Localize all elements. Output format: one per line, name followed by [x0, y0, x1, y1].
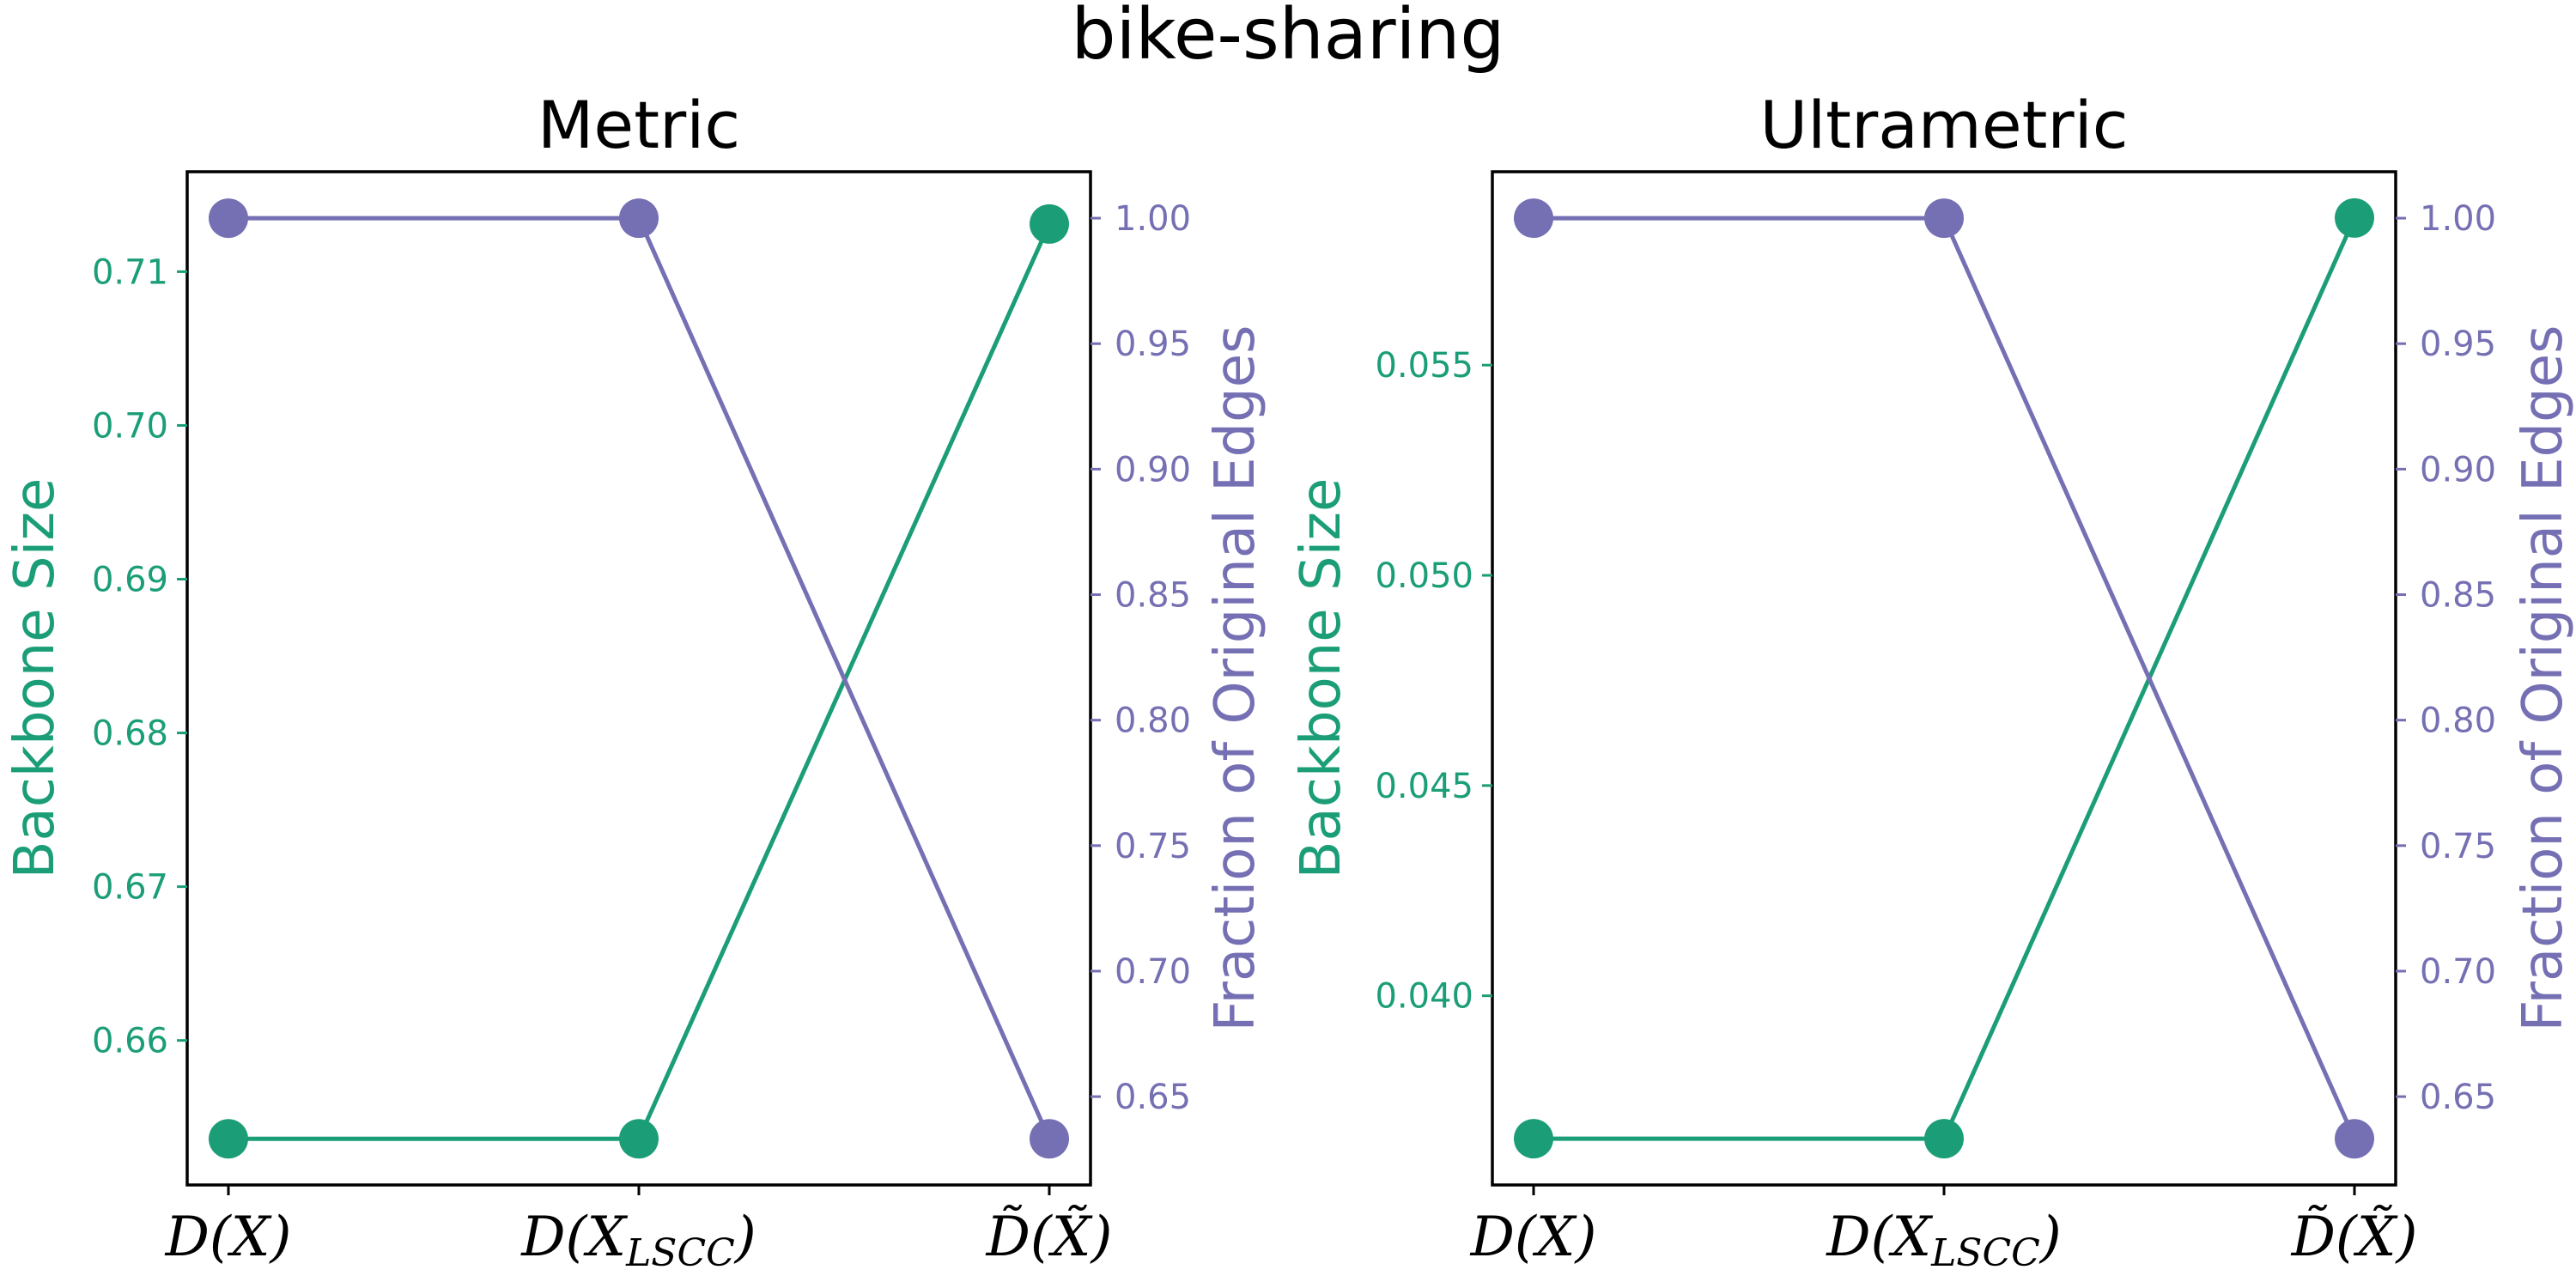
right-tick-label: 0.95 [2420, 325, 2496, 364]
data-point-backbone-size [1030, 204, 1069, 244]
panel-title: Metric [538, 87, 740, 163]
x-tick-label: D(X) [1470, 1206, 1597, 1269]
left-tick-label: 0.045 [1375, 767, 1473, 806]
chart-panel-metric: Metric 0.66 0.67 0.68 0.69 0.70 0.71 0.65 0.70 0.… [3, 87, 1267, 1275]
data-point-fraction-edges [1924, 198, 1964, 239]
right-tick-label: 0.80 [1115, 702, 1191, 741]
right-tick-label: 0.65 [2420, 1078, 2496, 1117]
data-point-backbone-size [209, 1119, 248, 1159]
plot-frame [1491, 170, 2397, 1187]
right-tick-label: 0.75 [2420, 827, 2496, 866]
series-line-fraction-edges [1534, 216, 2357, 1140]
left-tick-label: 0.69 [92, 561, 168, 600]
right-tick-label: 1.00 [2420, 199, 2496, 239]
panel-title: Ultrametric [1759, 87, 2128, 163]
left-axis-label: Backbone Size [3, 478, 67, 879]
series-line-fraction-edges [228, 216, 1052, 1140]
x-tick-label: D(XLSCC) [520, 1206, 756, 1275]
left-tick-label: 0.68 [92, 714, 168, 754]
left-tick-label: 0.67 [92, 868, 168, 908]
x-tick-label: D̃(X̃) [2291, 1205, 2418, 1269]
plot-frame [185, 170, 1092, 1187]
data-point-fraction-edges [1514, 198, 1553, 239]
left-tick-label: 0.055 [1375, 346, 1473, 386]
left-tick-label: 0.71 [92, 252, 168, 292]
left-tick-label: 0.040 [1375, 977, 1473, 1017]
data-point-backbone-size [1924, 1119, 1964, 1159]
right-tick-label: 0.85 [1115, 576, 1191, 616]
right-tick-label: 0.90 [2420, 450, 2496, 489]
series-line-backbone-size [1534, 216, 2357, 1141]
data-point-fraction-edges [209, 198, 248, 239]
right-axis-label: Fraction of Original Edges [2512, 325, 2575, 1031]
data-point-backbone-size [619, 1119, 659, 1159]
data-point-backbone-size [1514, 1119, 1553, 1159]
right-tick-label: 0.80 [2420, 702, 2496, 741]
x-tick-label: D̃(X̃) [986, 1205, 1113, 1269]
left-tick-label: 0.66 [92, 1022, 168, 1061]
right-tick-label: 0.85 [2420, 576, 2496, 616]
data-point-fraction-edges [2335, 1119, 2374, 1159]
chart-panel-ultrametric: Ultrametric 0.040 0.045 0.050 0.055 0.65 0.70 0… [1290, 87, 2575, 1275]
data-point-fraction-edges [1030, 1119, 1069, 1159]
right-tick-label: 0.70 [2420, 952, 2496, 992]
data-point-backbone-size [2335, 197, 2374, 238]
left-axis-label: Backbone Size [1290, 478, 1353, 879]
right-axis-label: Fraction of Original Edges [1204, 325, 1267, 1031]
right-tick-label: 0.90 [1115, 450, 1191, 489]
right-tick-label: 0.75 [1115, 827, 1191, 866]
x-tick-label: D(XLSCC) [1826, 1206, 2062, 1275]
left-tick-label: 0.70 [92, 406, 168, 446]
series-line-backbone-size [228, 222, 1052, 1141]
x-tick-label: D(X) [165, 1206, 292, 1269]
right-tick-label: 1.00 [1115, 199, 1191, 239]
right-tick-label: 0.70 [1115, 952, 1191, 992]
right-tick-label: 0.95 [1115, 325, 1191, 364]
figure-title: bike-sharing [1072, 0, 1505, 76]
right-tick-label: 0.65 [1115, 1078, 1191, 1117]
left-tick-label: 0.050 [1375, 556, 1473, 596]
data-point-fraction-edges [619, 198, 659, 239]
